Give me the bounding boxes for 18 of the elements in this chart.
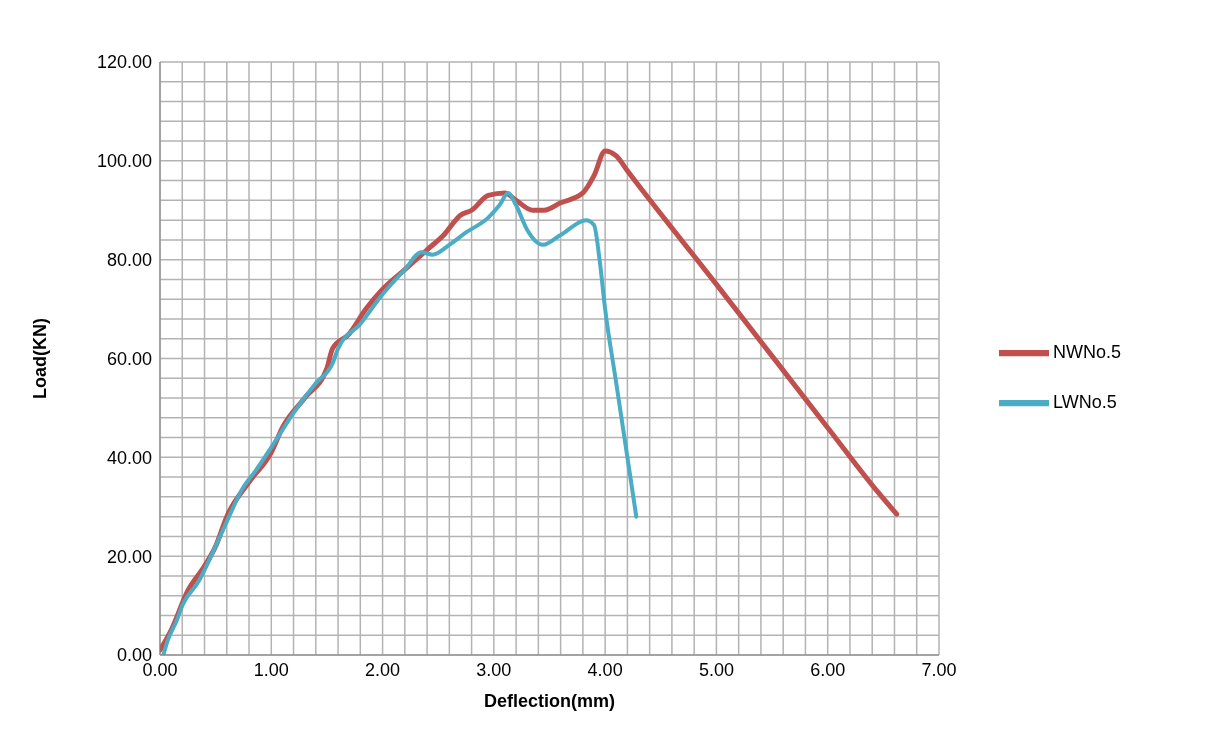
legend-label: NWNo.5	[1052, 341, 1121, 362]
y-tick-label: 20.00	[106, 546, 152, 567]
y-tick-label: 100.00	[96, 151, 152, 172]
x-tick-label: 5.00	[698, 659, 734, 680]
x-tick-label: 3.00	[476, 659, 512, 680]
x-tick-label: 4.00	[587, 659, 623, 680]
y-tick-label: 120.00	[96, 52, 152, 73]
x-tick-label: 7.00	[921, 659, 957, 680]
legend-label: LWNo.5	[1052, 391, 1117, 412]
y-tick-label: 60.00	[106, 348, 152, 369]
x-axis-title: Deflection(mm)	[483, 691, 615, 711]
x-tick-label: 1.00	[253, 659, 289, 680]
y-axis-title: Load(KN)	[30, 318, 51, 399]
x-tick-label: 2.00	[365, 659, 401, 680]
line-series	[161, 190, 639, 655]
y-tick-label: 80.00	[106, 250, 152, 271]
y-tick-label: 40.00	[106, 447, 152, 468]
x-tick-label: 6.00	[810, 659, 846, 680]
